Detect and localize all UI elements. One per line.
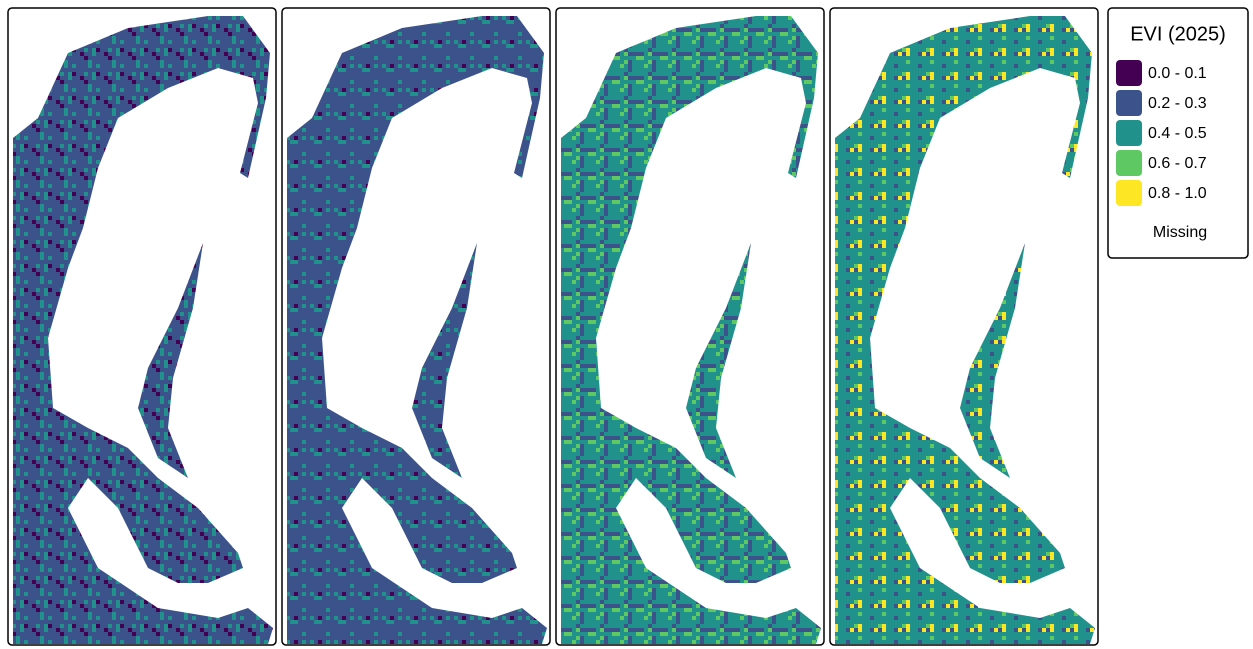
legend-swatch [1116, 180, 1142, 206]
legend-swatch [1116, 150, 1142, 176]
legend-label: 0.8 - 1.0 [1148, 185, 1207, 202]
legend-swatch [1116, 120, 1142, 146]
map-figure: EVI (2025) 0.0 - 0.1 0.2 - 0.3 0.4 - 0.5 0.… [0, 0, 1253, 649]
map-panels [8, 8, 1098, 645]
legend-label: 0.0 - 0.1 [1148, 65, 1207, 82]
legend-swatch [1116, 60, 1142, 86]
legend-title: EVI (2025) [1130, 23, 1226, 45]
legend-label: 0.6 - 0.7 [1148, 155, 1207, 172]
legend-label: 0.2 - 0.3 [1148, 95, 1207, 112]
legend-missing: Missing [1153, 224, 1207, 241]
legend-swatch [1116, 90, 1142, 116]
legend-label: 0.4 - 0.5 [1148, 125, 1207, 142]
